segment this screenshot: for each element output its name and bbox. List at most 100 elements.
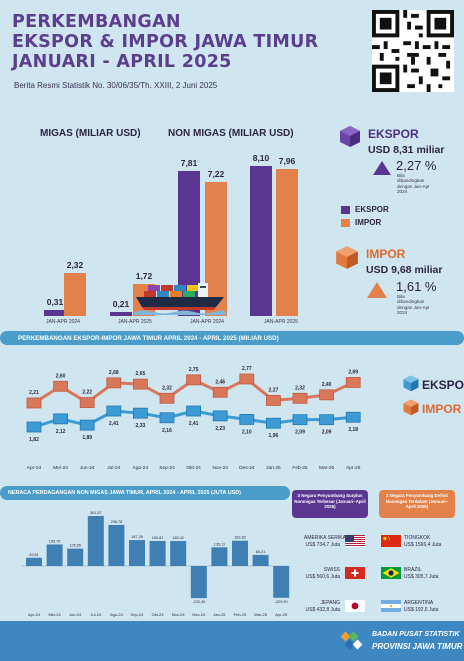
impor-kpi-note: Bila dibandingkan dengan Jan-Apr 2024 xyxy=(397,294,430,316)
point-label-ekspor-Feb-25: 2,09 xyxy=(295,430,305,436)
point-label-impor-Mei-24: 2,60 xyxy=(56,373,66,379)
neraca-label-Apr-24: 59,61 xyxy=(29,553,39,557)
impor-cube-icon xyxy=(336,246,358,269)
point-impor-Mar-25 xyxy=(319,389,335,401)
surplus-country-3-value: US$ 432,8 Juta xyxy=(305,606,340,613)
surplus-country-3-name: JEPANG xyxy=(320,600,340,606)
point-impor-Apr-25 xyxy=(345,377,361,388)
neraca-label-Nov-24: 180,42 xyxy=(172,536,184,540)
bar-label-nonmigas-2024-impor: 7,22 xyxy=(207,169,225,180)
impor-kpi-pct: 1,61 % xyxy=(396,279,437,294)
point-label-ekspor-Mar-25: 2,09 xyxy=(322,430,332,436)
period-label-nonmigas-2024: JAN-APR 2024 xyxy=(190,319,224,325)
cargo-ship-icon xyxy=(134,283,226,315)
neraca-month-Mei-24: Mei-24 xyxy=(48,612,61,617)
point-ekspor-Apr-24 xyxy=(26,421,42,433)
point-impor-Nov-24 xyxy=(212,386,228,398)
point-label-impor-Jul-24: 2,68 xyxy=(109,370,119,376)
neraca-month-Des-24: Des-24 xyxy=(192,612,206,617)
point-label-impor-Des-24: 2,77 xyxy=(242,366,252,372)
point-label-ekspor-Agu-24: 2,33 xyxy=(136,423,146,429)
point-label-ekspor-Sep-24: 2,16 xyxy=(162,428,172,434)
point-label-ekspor-Nov-24: 2,23 xyxy=(215,426,225,432)
bar-label-nonmigas-2025-impor: 7,96 xyxy=(278,155,296,166)
neraca-bar-Okt-24 xyxy=(149,540,166,566)
neraca-bar-Apr-24 xyxy=(26,557,42,566)
neraca-month-Okt-24: Okt-24 xyxy=(152,612,165,617)
neraca-label-Mei-24: 155,75 xyxy=(49,539,61,543)
legend-ekspor-swatch xyxy=(341,206,350,214)
qr-code-icon[interactable] xyxy=(372,10,454,92)
ekspor-line-cube-icon xyxy=(403,375,419,392)
point-ekspor-Jun-24 xyxy=(79,419,95,431)
point-label-impor-Nov-24: 2,46 xyxy=(215,379,225,385)
nonmigas-chart-title: NON MIGAS (MILIAR USD) xyxy=(168,128,294,139)
point-impor-Agu-24 xyxy=(132,378,148,390)
neraca-label-Okt-24: 180,81 xyxy=(152,536,164,540)
neraca-bar-Nov-24 xyxy=(170,541,187,566)
ekspor-kpi-note: Bila dibandingkan dengan Jan-Apr 2024 xyxy=(397,173,430,195)
defisit-country-3: ARGENTINA US$ 192,6 Juta xyxy=(404,600,438,613)
bar-label-migas-2025-ekspor: 0,21 xyxy=(112,299,130,310)
point-label-impor-Apr-25: 2,69 xyxy=(348,369,358,375)
neraca-month-Feb-25: Feb-25 xyxy=(234,612,247,617)
point-impor-Okt-24 xyxy=(186,374,202,386)
point-label-ekspor-Okt-24: 2,41 xyxy=(189,421,199,427)
surplus-country-1: AMERIKA SERIKAT US$ 734,7 Juta xyxy=(304,535,349,548)
bps-logo-icon[interactable] xyxy=(340,629,368,653)
impor-kpi-title: IMPOR xyxy=(366,247,406,261)
neraca-label-Des-24: -232,46 xyxy=(192,600,205,604)
bar-nonmigas-2025-ekspor xyxy=(250,166,272,316)
point-label-ekspor-Mei-24: 2,12 xyxy=(56,429,66,435)
china-flag-icon xyxy=(381,535,401,547)
point-label-impor-Apr-24: 2,21 xyxy=(29,390,39,396)
trend-section-band: PERKEMBANGAN EKSPOR-IMPOR JAWA TIMUR APR… xyxy=(0,331,464,345)
month-label-Jan-25: Jan-25 xyxy=(266,465,281,471)
point-ekspor-Feb-25 xyxy=(292,414,308,426)
month-label-Apr-25: Apr-25 xyxy=(346,465,361,471)
line-legend-ekspor: EKSPOR xyxy=(422,378,464,392)
month-label-Sep-24: Sep-24 xyxy=(159,465,175,471)
ekspor-kpi-value: USD 8,31 miliar xyxy=(368,144,445,156)
defisit-country-1-name: TIONGKOK xyxy=(404,535,431,541)
neraca-bar-Jul-24 xyxy=(87,516,104,566)
neraca-label-Jan-25: 135,11 xyxy=(214,542,225,546)
neraca-month-Jul-24: Jul-24 xyxy=(90,612,102,617)
point-impor-Feb-25 xyxy=(292,392,308,404)
migas-chart-title: MIGAS (MILIAR USD) xyxy=(40,128,141,139)
month-label-Agu-24: Agu-24 xyxy=(133,465,149,471)
footer-org-line1: BADAN PUSAT STATISTIK xyxy=(372,631,460,638)
period-label-migas-2024: JAN-APR 2024 xyxy=(46,319,80,325)
title-line-2: EKSPOR & IMPOR JAWA TIMUR xyxy=(12,32,319,52)
defisit-pill: 3 Negara Penyumbang Defisit Nonmigas Ter… xyxy=(379,490,455,518)
neraca-label-Apr-25: -229,90 xyxy=(275,600,288,604)
ekspor-kpi-pct: 2,27 % xyxy=(396,158,437,173)
neraca-bar-chart: 59,61 Apr-24 155,75 Mei-24 125,55 Jun-24 361,5… xyxy=(22,511,290,617)
bar-label-nonmigas-2024-ekspor: 7,81 xyxy=(180,158,198,169)
month-label-Okt-24: Okt-24 xyxy=(186,465,201,471)
month-label-Mei-24: Mei-24 xyxy=(53,465,68,471)
neraca-bar-Sep-24 xyxy=(129,540,145,566)
point-label-impor-Mar-25: 2,40 xyxy=(322,382,332,388)
footer-org-line2: PROVINSI JAWA TIMUR xyxy=(372,642,463,651)
point-impor-Sep-24 xyxy=(159,392,175,404)
neraca-label-Jul-24: 361,57 xyxy=(90,511,102,515)
point-impor-Jan-25 xyxy=(265,395,281,406)
point-label-impor-Jun-24: 2,22 xyxy=(82,390,92,396)
neraca-month-Agu-24: Agu-24 xyxy=(110,612,124,617)
usa-flag-icon xyxy=(345,535,365,547)
point-ekspor-Sep-24 xyxy=(159,412,175,424)
bar-migas-2025-ekspor xyxy=(110,312,132,316)
defisit-country-3-name: ARGENTINA xyxy=(404,600,434,606)
surplus-country-2-name: SWISS xyxy=(323,567,340,573)
month-label-Jun-24: Jun-24 xyxy=(80,465,95,471)
point-ekspor-Jan-25 xyxy=(265,417,281,429)
point-impor-Jun-24 xyxy=(79,397,95,408)
point-ekspor-Jul-24 xyxy=(106,405,122,417)
point-label-impor-Agu-24: 2,65 xyxy=(136,371,146,377)
brazil-flag-icon xyxy=(381,567,401,579)
impor-line-cube-icon xyxy=(403,399,419,416)
bar-migas-2024-impor xyxy=(64,273,86,316)
month-label-Jul-24: Jul-24 xyxy=(107,465,120,471)
